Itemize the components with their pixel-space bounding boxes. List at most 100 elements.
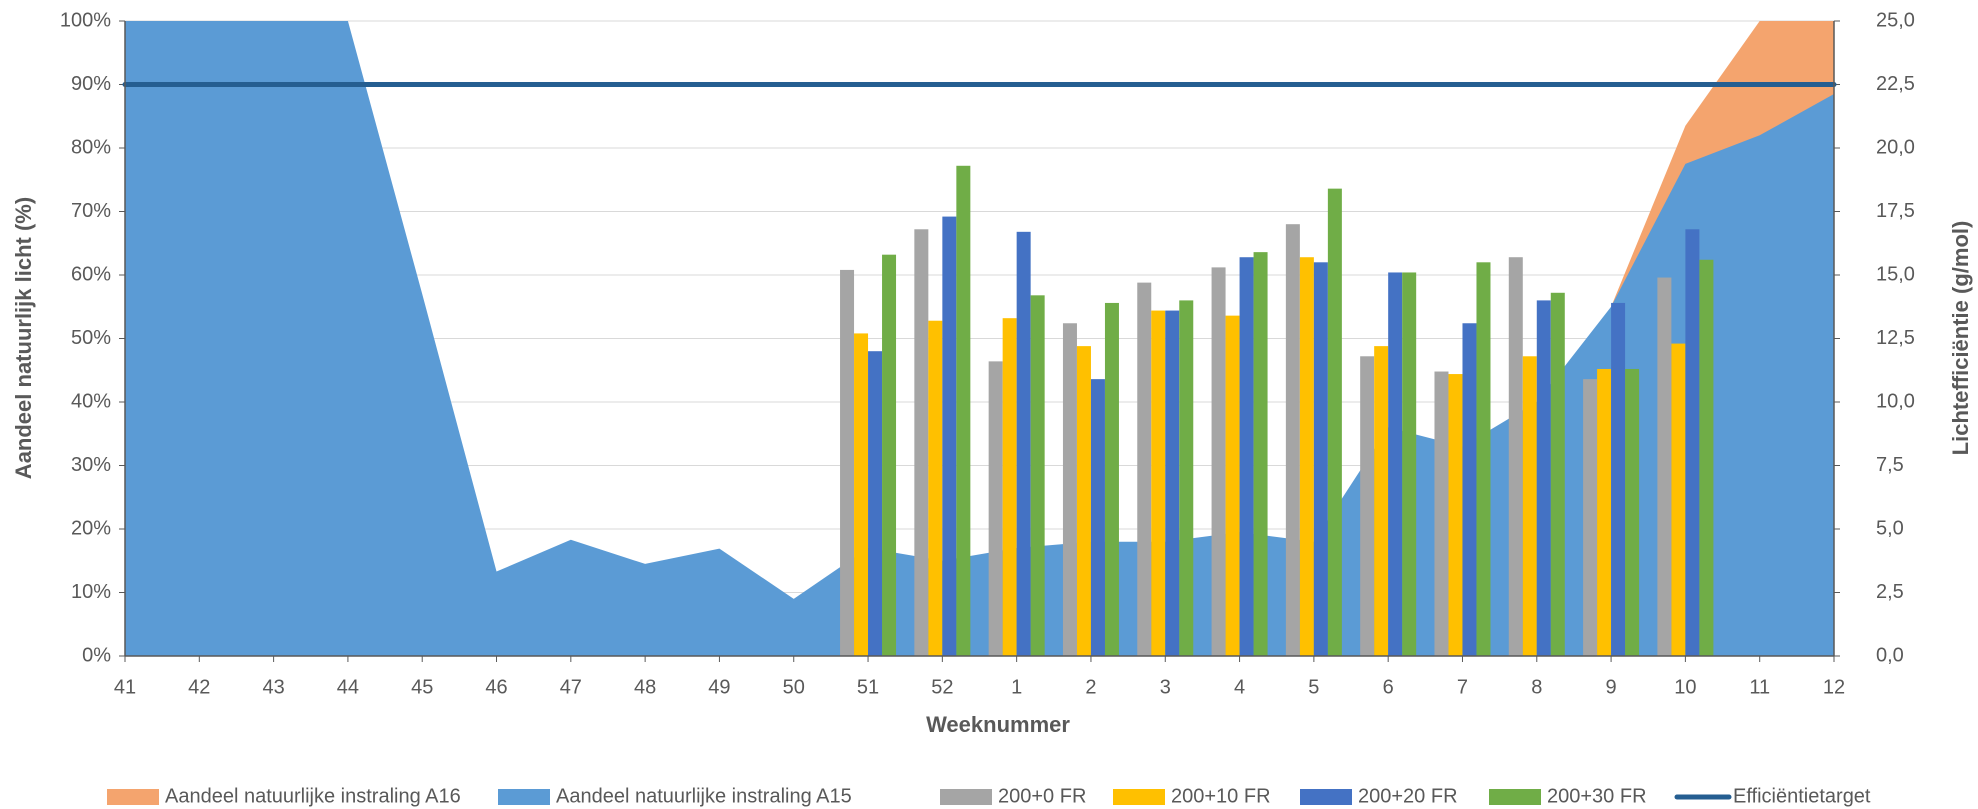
bar	[1402, 272, 1417, 656]
bar	[1165, 310, 1180, 656]
bar	[1076, 346, 1091, 656]
x-tick-label: 50	[783, 676, 805, 698]
legend-swatch	[107, 789, 159, 805]
x-tick-label: 41	[114, 676, 136, 698]
x-tick-label: 4	[1234, 676, 1245, 698]
bar	[1313, 262, 1328, 656]
bar	[1137, 282, 1152, 656]
bar	[1550, 292, 1565, 656]
bar	[1002, 318, 1017, 656]
y2-tick-label: 7,5	[1876, 454, 1904, 476]
y-tick-label: 10%	[71, 581, 111, 603]
y2-tick-label: 10,0	[1876, 390, 1915, 412]
legend-label: Aandeel natuurlijke instraling A15	[556, 785, 852, 807]
bar	[1462, 323, 1477, 656]
x-tick-label: 1	[1011, 676, 1022, 698]
y2-axis-title: Lichtefficiëntie (g/mol)	[1948, 221, 1973, 456]
bar	[1583, 379, 1598, 656]
legend-swatch	[1300, 789, 1352, 805]
bar	[1699, 259, 1714, 656]
bar	[1030, 295, 1045, 656]
bar	[1179, 300, 1194, 656]
x-tick-label: 9	[1606, 676, 1617, 698]
y2-tick-label: 15,0	[1876, 263, 1915, 285]
x-tick-label: 52	[931, 676, 953, 698]
bar	[1448, 374, 1463, 656]
bar	[868, 351, 883, 656]
y2-tick-label: 12,5	[1876, 327, 1915, 349]
legend-label: 200+10 FR	[1171, 785, 1271, 807]
bar	[854, 333, 869, 656]
bar	[1327, 188, 1342, 656]
y-tick-label: 0%	[82, 644, 111, 666]
bar	[1239, 257, 1254, 656]
legend-label: Aandeel natuurlijke instraling A16	[165, 785, 461, 807]
bar	[1090, 379, 1105, 656]
y-tick-label: 80%	[71, 136, 111, 158]
x-tick-label: 3	[1160, 676, 1171, 698]
y-tick-label: 70%	[71, 200, 111, 222]
bar	[1671, 343, 1686, 656]
bar	[1211, 267, 1226, 656]
x-tick-label: 47	[560, 676, 582, 698]
y-tick-label: 20%	[71, 517, 111, 539]
legend-swatch	[498, 789, 550, 805]
y-tick-label: 90%	[71, 73, 111, 95]
bar	[1062, 323, 1077, 656]
bar	[882, 254, 897, 656]
y2-tick-label: 5,0	[1876, 517, 1904, 539]
x-tick-label: 48	[634, 676, 656, 698]
bar	[1104, 302, 1119, 656]
bar	[1151, 310, 1166, 656]
y-tick-label: 60%	[71, 263, 111, 285]
x-tick-label: 7	[1457, 676, 1468, 698]
x-tick-label: 45	[411, 676, 433, 698]
bar	[988, 361, 1003, 656]
bar	[914, 229, 929, 656]
bar	[1597, 368, 1612, 656]
y-tick-label: 50%	[71, 327, 111, 349]
bar	[1657, 277, 1672, 656]
y-tick-label: 40%	[71, 390, 111, 412]
bar	[840, 269, 855, 656]
y2-tick-label: 0,0	[1876, 644, 1904, 666]
bar	[1625, 368, 1640, 656]
x-tick-label: 44	[337, 676, 359, 698]
x-tick-label: 10	[1674, 676, 1696, 698]
bar	[956, 165, 971, 656]
y2-tick-label: 2,5	[1876, 581, 1904, 603]
x-tick-label: 11	[1749, 676, 1770, 698]
legend-label: 200+0 FR	[998, 785, 1086, 807]
y-axis-title: Aandeel natuurlijk licht (%)	[11, 197, 36, 479]
x-tick-label: 8	[1531, 676, 1542, 698]
x-tick-label: 43	[262, 676, 284, 698]
legend-swatch	[1489, 789, 1541, 805]
legend-label: Efficiëntietarget	[1733, 785, 1871, 807]
legend-label: 200+20 FR	[1358, 785, 1458, 807]
bar	[1299, 257, 1314, 656]
x-tick-label: 42	[188, 676, 210, 698]
legend-label: 200+30 FR	[1547, 785, 1647, 807]
y2-tick-label: 20,0	[1876, 136, 1915, 158]
y-tick-label: 30%	[71, 454, 111, 476]
y2-tick-label: 17,5	[1876, 200, 1915, 222]
bar	[1508, 257, 1523, 656]
x-tick-label: 2	[1085, 676, 1096, 698]
bar	[1536, 300, 1551, 656]
bar	[1225, 315, 1240, 656]
bar	[1374, 346, 1389, 656]
x-tick-label: 5	[1308, 676, 1319, 698]
x-tick-label: 49	[708, 676, 730, 698]
x-tick-label: 12	[1823, 676, 1845, 698]
bar	[942, 216, 957, 656]
bar	[1611, 302, 1626, 656]
bar	[1253, 252, 1268, 656]
y2-tick-label: 22,5	[1876, 73, 1915, 95]
bar	[1522, 356, 1537, 656]
legend-swatch	[940, 789, 992, 805]
bar	[928, 320, 943, 656]
bar	[1685, 229, 1700, 656]
y2-tick-label: 25,0	[1876, 9, 1915, 31]
x-axis-title: Weeknummer	[926, 712, 1070, 737]
